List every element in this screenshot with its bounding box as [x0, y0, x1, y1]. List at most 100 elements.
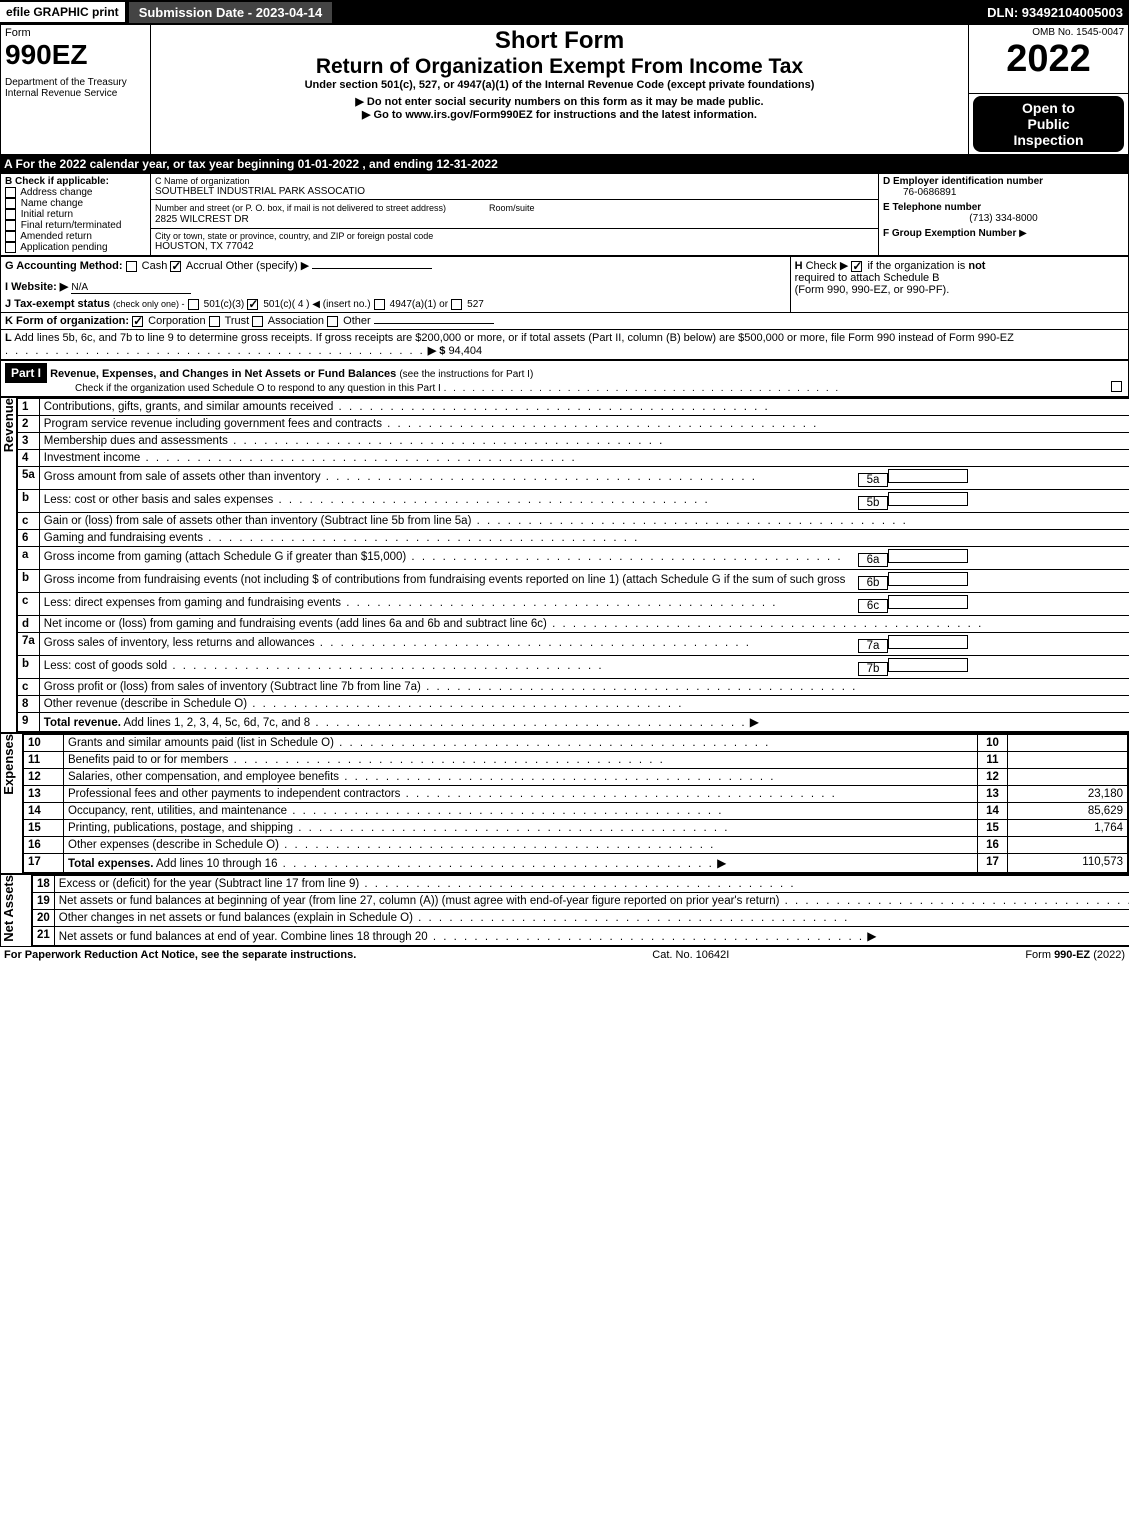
header-table: Form 990EZ Department of the Treasury In… — [0, 24, 1129, 155]
line-number: a — [18, 547, 40, 570]
line-ref-number: 16 — [978, 837, 1008, 854]
checkbox-icon[interactable] — [5, 187, 16, 198]
checkbox-icon[interactable] — [5, 209, 16, 220]
website-value: N/A — [71, 282, 191, 294]
line-l-text: Add lines 5b, 6c, and 7b to line 9 to de… — [14, 332, 1014, 344]
box-b-item: Address change — [5, 187, 146, 198]
line-description: Occupancy, rent, utilities, and maintena… — [64, 803, 978, 820]
line-description: Salaries, other compensation, and employ… — [64, 769, 978, 786]
line-number: 7a — [18, 633, 40, 656]
trust-checkbox[interactable] — [209, 316, 220, 327]
4947-checkbox[interactable] — [374, 299, 385, 310]
checkbox-icon[interactable] — [5, 220, 16, 231]
line-description: Less: cost of goods sold 7b — [39, 656, 1129, 679]
line-g-label: G Accounting Method: — [5, 260, 123, 272]
line-j-label: J Tax-exempt status — [5, 298, 110, 310]
line-row: 4Investment income420 — [18, 450, 1129, 467]
line-description: Total revenue. Add lines 1, 2, 3, 4, 5c,… — [39, 713, 1129, 732]
line-description: Other expenses (describe in Schedule O) — [64, 837, 978, 854]
line-number: d — [18, 616, 40, 633]
line-description: Gross sales of inventory, less returns a… — [39, 633, 1129, 656]
line-number: 4 — [18, 450, 40, 467]
line-description: Gross income from gaming (attach Schedul… — [39, 547, 1129, 570]
line-number: 11 — [24, 752, 64, 769]
line-row: bLess: cost of goods sold 7b — [18, 656, 1129, 679]
501c-checkbox[interactable] — [247, 299, 258, 310]
line-number: b — [18, 570, 40, 593]
subtitle: Under section 501(c), 527, or 4947(a)(1)… — [155, 79, 964, 91]
box-d-label: D Employer identification number — [883, 176, 1124, 187]
checkbox-icon[interactable] — [5, 242, 16, 253]
line-description: Excess or (deficit) for the year (Subtra… — [54, 876, 1129, 893]
line-row: 8Other revenue (describe in Schedule O)8 — [18, 696, 1129, 713]
corp-checkbox[interactable] — [132, 316, 143, 327]
line-description: Less: cost or other basis and sales expe… — [39, 490, 1129, 513]
501c3-checkbox[interactable] — [188, 299, 199, 310]
527-checkbox[interactable] — [451, 299, 462, 310]
line-ref-number: 11 — [978, 752, 1008, 769]
line-description: Other revenue (describe in Schedule O) — [39, 696, 1129, 713]
line-row: bLess: cost or other basis and sales exp… — [18, 490, 1129, 513]
open-inspection-badge: Open to Public Inspection — [973, 96, 1124, 152]
telephone: (713) 334-8000 — [883, 213, 1124, 224]
line-value — [1008, 735, 1128, 752]
line-ref-number: 13 — [978, 786, 1008, 803]
omb: OMB No. 1545-0047 — [973, 27, 1124, 38]
revenue-sidebar: Revenue — [1, 398, 16, 452]
form-word: Form — [5, 27, 146, 39]
box-b-item: Amended return — [5, 231, 146, 242]
line-row: dNet income or (loss) from gaming and fu… — [18, 616, 1129, 633]
line-row: 17Total expenses. Add lines 10 through 1… — [24, 854, 1128, 873]
line-ref-number: 14 — [978, 803, 1008, 820]
line-description: Benefits paid to or for members — [64, 752, 978, 769]
city-label: City or town, state or province, country… — [155, 231, 874, 241]
line-number: b — [18, 490, 40, 513]
box-b-item: Application pending — [5, 242, 146, 253]
schedule-b-checkbox[interactable] — [851, 261, 862, 272]
line-number: b — [18, 656, 40, 679]
checkbox-icon[interactable] — [5, 198, 16, 209]
line-description: Total expenses. Add lines 10 through 16 … — [64, 854, 978, 873]
city-state-zip: HOUSTON, TX 77042 — [155, 241, 874, 252]
line-number: 15 — [24, 820, 64, 837]
assoc-checkbox[interactable] — [252, 316, 263, 327]
line-row: cLess: direct expenses from gaming and f… — [18, 593, 1129, 616]
section-a: A For the 2022 calendar year, or tax yea… — [0, 155, 1129, 173]
line-number: c — [18, 513, 40, 530]
other-checkbox[interactable] — [327, 316, 338, 327]
goto-link[interactable]: ▶ Go to www.irs.gov/Form990EZ for instru… — [155, 108, 964, 121]
checkbox-icon[interactable] — [5, 231, 16, 242]
dln: DLN: 93492104005003 — [987, 5, 1129, 20]
line-number: 12 — [24, 769, 64, 786]
line-row: 11Benefits paid to or for members11 — [24, 752, 1128, 769]
line-description: Contributions, gifts, grants, and simila… — [39, 399, 1129, 416]
line-row: 3Membership dues and assessments394,384 — [18, 433, 1129, 450]
cash-checkbox[interactable] — [126, 261, 137, 272]
line-k-label: K Form of organization: — [5, 315, 129, 327]
line-i-label: I Website: ▶ — [5, 281, 68, 293]
footer: For Paperwork Reduction Act Notice, see … — [0, 947, 1129, 963]
accrual-checkbox[interactable] — [170, 261, 181, 272]
line-number: 1 — [18, 399, 40, 416]
part1-label: Part I — [5, 363, 47, 383]
line-row: 7aGross sales of inventory, less returns… — [18, 633, 1129, 656]
short-form-title: Short Form — [155, 27, 964, 55]
ghijkl-table: G Accounting Method: Cash Accrual Other … — [0, 256, 1129, 360]
line-row: 6Gaming and fundraising events — [18, 530, 1129, 547]
footer-left: For Paperwork Reduction Act Notice, see … — [4, 949, 356, 961]
line-description: Net income or (loss) from gaming and fun… — [39, 616, 1129, 633]
room-label: Room/suite — [489, 203, 535, 213]
line-number: 20 — [33, 910, 55, 927]
line-description: Net assets or fund balances at end of ye… — [54, 927, 1129, 946]
line-ref-number: 12 — [978, 769, 1008, 786]
line-row: cGain or (loss) from sale of assets othe… — [18, 513, 1129, 530]
line-number: 16 — [24, 837, 64, 854]
net-block: Net Assets18Excess or (deficit) for the … — [0, 874, 1129, 947]
addr-label: Number and street (or P. O. box, if mail… — [155, 203, 446, 213]
line-row: 12Salaries, other compensation, and empl… — [24, 769, 1128, 786]
schedule-o-checkbox[interactable] — [1111, 381, 1122, 392]
submission-date: Submission Date - 2023-04-14 — [129, 2, 333, 23]
box-b-item: Initial return — [5, 209, 146, 220]
footer-right: Form 990-EZ (2022) — [1025, 949, 1125, 961]
line-l-label: L — [5, 332, 12, 344]
